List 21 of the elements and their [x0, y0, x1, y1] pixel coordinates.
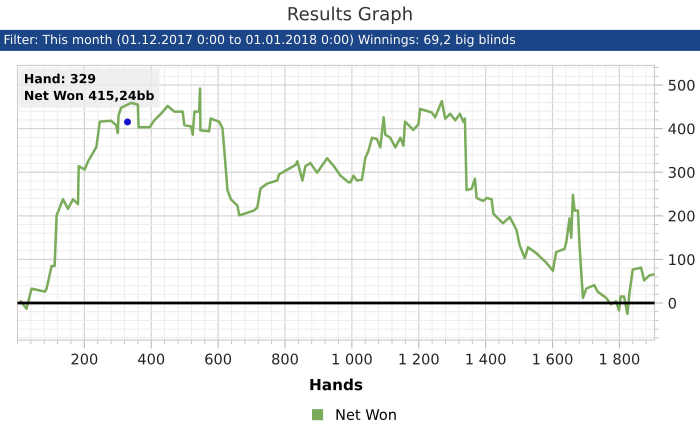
x-tick-label: 1 600 — [533, 354, 572, 365]
x-tick-label: 400 — [138, 354, 164, 365]
y-tick-label: 400 — [668, 123, 695, 134]
y-tick-label: 300 — [668, 166, 695, 178]
x-tick-label: 1 800 — [600, 354, 640, 365]
y-tick-label: 100 — [669, 254, 695, 266]
x-tick-label: 1 400 — [466, 354, 506, 365]
x-tick-label: 1 000 — [332, 354, 372, 365]
chart-subtitle: Filter: This month (01.12.2017 0:00 to 01.01.2018 0:00) Winnings: 69,2 big blinds — [4, 34, 516, 47]
y-tick-label: 500 — [668, 80, 695, 91]
x-tick-label: 800 — [272, 354, 298, 365]
x-axis-title: Hands — [310, 378, 362, 390]
x-tick-label: 200 — [72, 354, 98, 365]
y-tick-label: 200 — [668, 210, 695, 222]
y-tick-label: 0 — [668, 298, 676, 309]
chart-title: Results Graph — [288, 6, 412, 24]
line-series — [18, 87, 654, 316]
annotation: Hand: 329 Net Won 415,24bb — [25, 74, 154, 102]
x-tick-label: 600 — [205, 354, 232, 365]
legend-label: Net Won — [336, 409, 396, 420]
x-tick-label: 1 200 — [399, 354, 439, 365]
